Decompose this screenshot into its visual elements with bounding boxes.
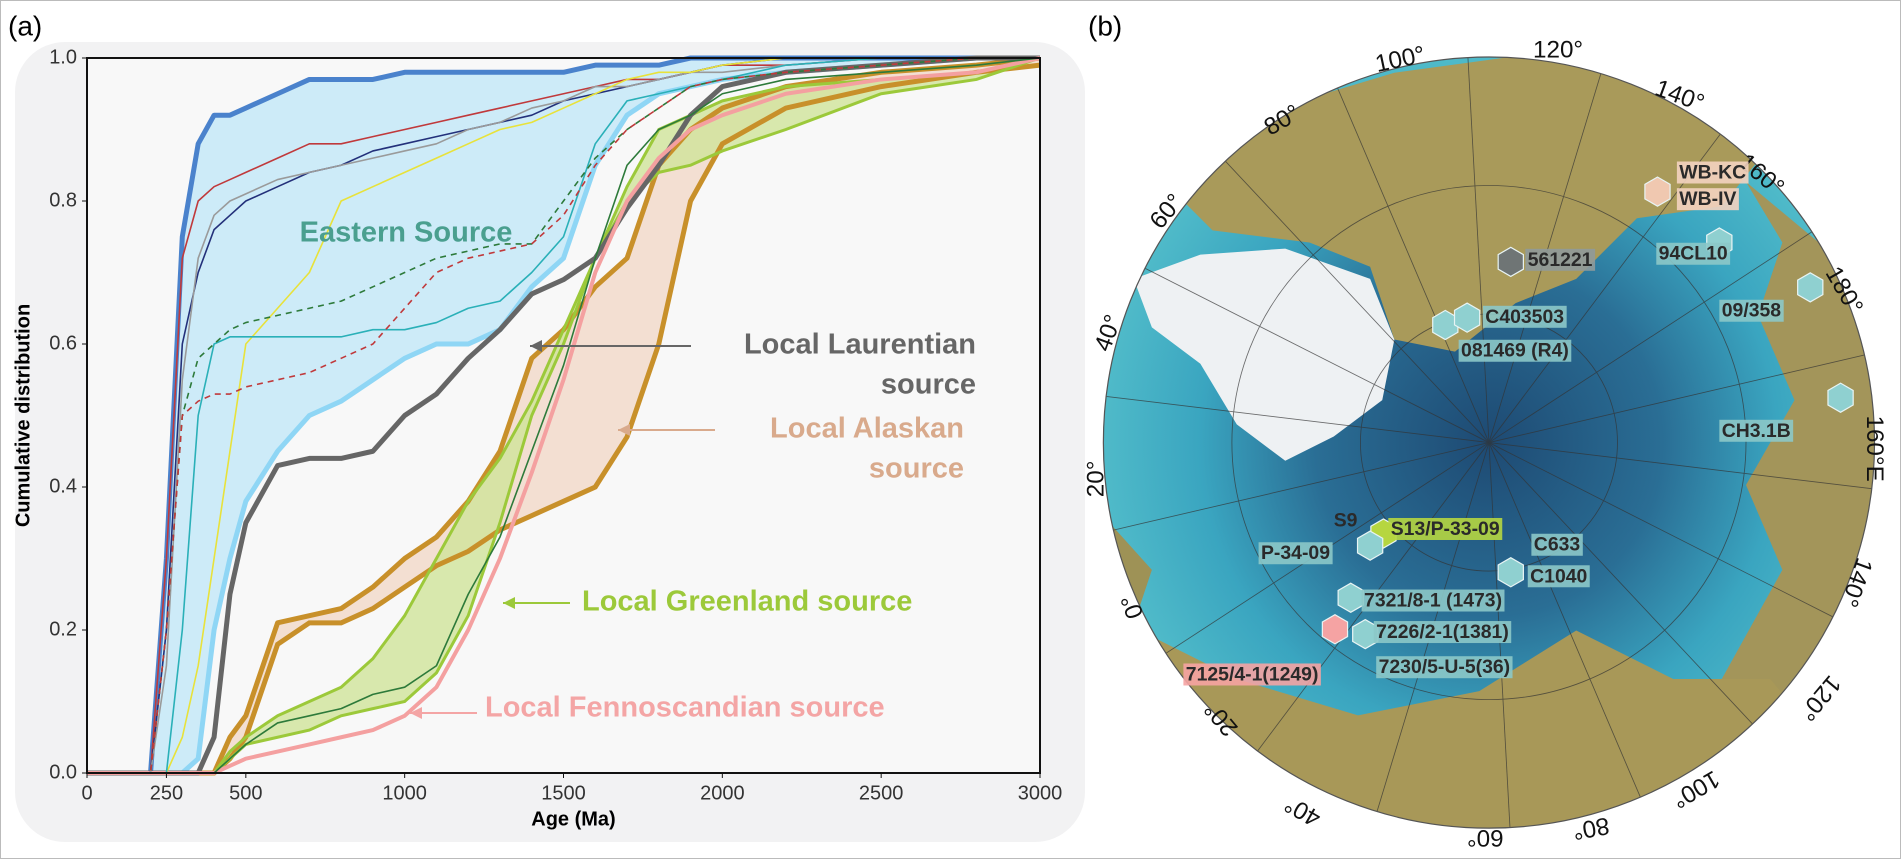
- cdf-chart: 0.0 0.2 0.4 0.6 0.8 1.0 0 250 500 1000 1500 2000 250…: [12, 46, 1062, 830]
- y-tick-label: 0.2: [49, 618, 77, 640]
- y-axis-label: Cumulative distribution: [12, 304, 34, 527]
- x-tick-label: 1500: [541, 782, 586, 804]
- site-label: 09/358: [1722, 300, 1782, 322]
- y-tick-label: 0.8: [49, 189, 77, 211]
- site-label: S9: [1334, 509, 1358, 531]
- site-label: WB-KC: [1679, 162, 1746, 184]
- y-tick-label: 0.4: [49, 475, 77, 497]
- degree-label: 80°: [1571, 812, 1612, 845]
- annotation: source: [881, 369, 976, 401]
- site-label: 7230/5-U-5(36): [1379, 656, 1511, 678]
- site-label: 7125/4-1(1249): [1186, 663, 1319, 685]
- y-tick-label: 0.6: [49, 332, 77, 354]
- panel-label: (a): [8, 10, 42, 41]
- site-label: WB-IV: [1679, 188, 1736, 210]
- degree-label: 120°: [1533, 36, 1583, 63]
- x-tick-label: 3000: [1018, 782, 1063, 804]
- site-label: 7321/8-1 (1473): [1364, 590, 1502, 612]
- site-label: C403503: [1485, 306, 1564, 328]
- annotation: source: [869, 453, 964, 485]
- degree-label: 20°: [1083, 461, 1110, 498]
- degree-label: 120°: [1793, 670, 1846, 726]
- site-label: CH3.1B: [1722, 420, 1791, 442]
- y-tick-label: 1.0: [49, 46, 77, 68]
- annotation: Eastern Source: [300, 217, 513, 249]
- site-label: 94CL10: [1659, 243, 1728, 265]
- site-label: 081469 (R4): [1461, 340, 1569, 362]
- annotation: Local Fennoscandian source: [485, 692, 885, 724]
- site-label: 7226/2-1(1381): [1376, 621, 1509, 643]
- degree-label: 60°: [1467, 824, 1504, 851]
- y-tick-label: 0.0: [49, 761, 77, 783]
- panel-label: (b): [1088, 10, 1122, 41]
- annotation: Local Laurentian: [744, 329, 976, 361]
- degree-label: 40°: [1280, 790, 1325, 832]
- degree-label: 160°E: [1861, 415, 1888, 481]
- site-label: 561221: [1528, 249, 1593, 271]
- annotation: Local Greenland source: [582, 586, 912, 618]
- annotation: Local Alaskan: [770, 413, 964, 445]
- x-axis-label: Age (Ma): [531, 808, 615, 830]
- site-label: S13/P-33-09: [1391, 518, 1500, 540]
- x-tick-label: 0: [81, 782, 92, 804]
- site-label: C1040: [1530, 565, 1587, 587]
- x-tick-label: 500: [229, 782, 262, 804]
- x-tick-label: 2500: [859, 782, 904, 804]
- site-label: C633: [1534, 534, 1581, 556]
- arctic-map: 100°120°140°160°180°160°E140°120°100°80°…: [1083, 36, 1892, 859]
- site-label: P-34-09: [1261, 542, 1330, 564]
- x-tick-label: 250: [150, 782, 183, 804]
- x-tick-label: 1000: [382, 782, 427, 804]
- x-tick-label: 2000: [700, 782, 745, 804]
- figure: (a) 0.0 0.2 0.4 0.6 0.8 1.0 0 250 500 1000 1500 200…: [0, 0, 1901, 859]
